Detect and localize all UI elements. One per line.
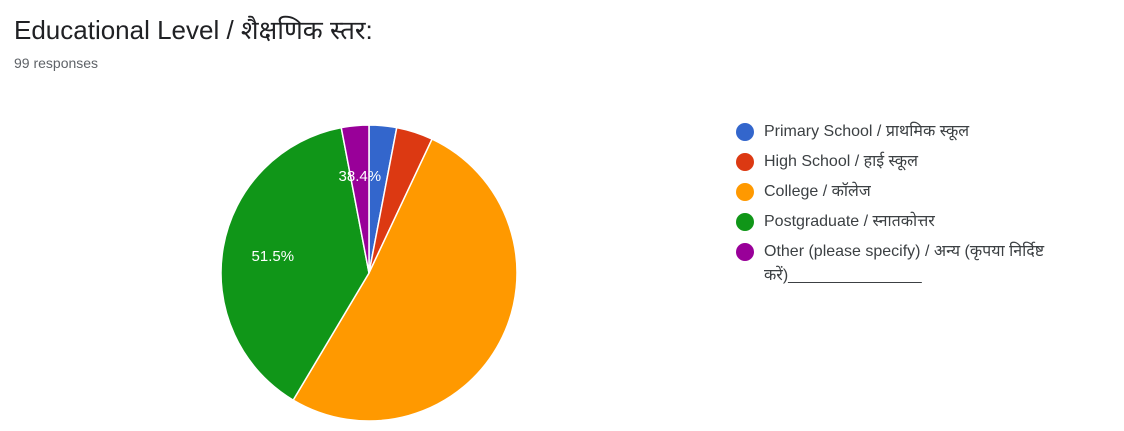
legend-label: College / कॉलेज [764,183,871,200]
page-title: Educational Level / शैक्षणिक स्तर: [14,15,373,45]
legend-label: Primary School / प्राथमिक स्कूल [764,123,970,140]
legend-item-other[interactable]: Other (please specify) / अन्य (कृपया निर… [736,240,1116,288]
pie-slice-college[interactable] [292,138,518,422]
legend-label: High School / हाई स्कूल [764,153,918,170]
legend-swatch-postgraduate [736,213,754,231]
legend-item-college[interactable]: College / कॉलेज [736,180,1116,204]
legend-swatch-high-school [736,153,754,171]
slice-label-postgraduate: 51.5% [252,248,295,265]
legend-item-high-school[interactable]: High School / हाई स्कूल [736,150,1116,174]
legend-swatch-college [736,183,754,201]
legend-item-postgraduate[interactable]: Postgraduate / स्नातकोत्तर [736,210,1116,234]
legend: Primary School / प्राथमिक स्कूल High Sch… [736,120,1116,294]
legend-label: Postgraduate / स्नातकोत्तर [764,213,935,230]
legend-swatch-other [736,243,754,261]
pie-slice-postgraduate[interactable] [220,126,370,402]
slice-label-other: 38.4% [339,168,382,185]
pie-slice-other[interactable] [340,124,370,274]
legend-item-primary-school[interactable]: Primary School / प्राथमिक स्कूल [736,120,1116,144]
response-count: 99 responses [14,55,99,71]
legend-label: Other (please specify) / अन्य (कृपया निर… [764,243,1045,284]
legend-swatch-primary-school [736,123,754,141]
